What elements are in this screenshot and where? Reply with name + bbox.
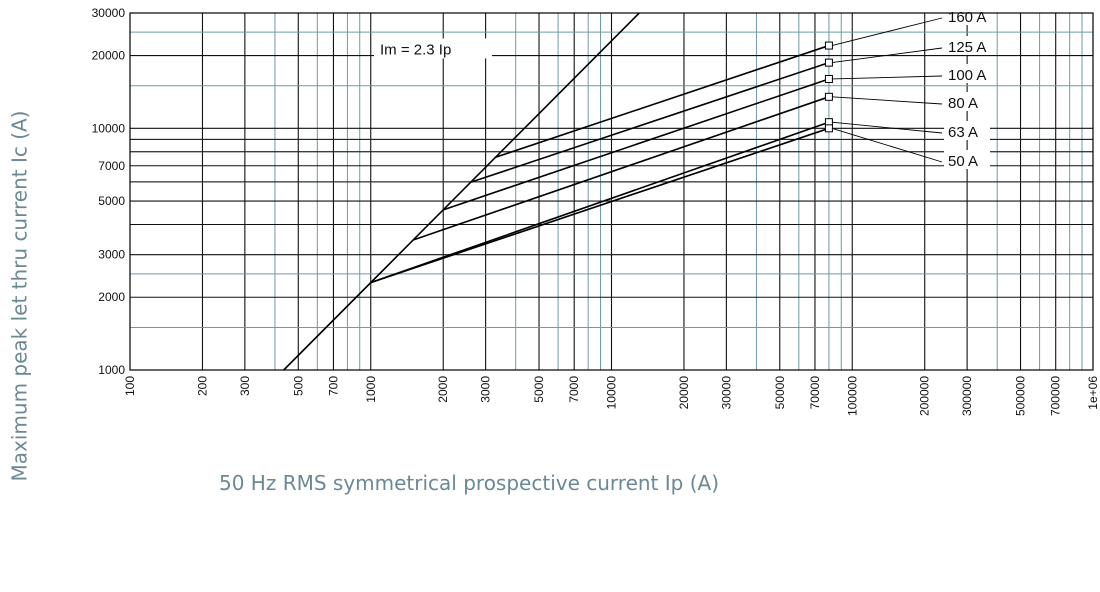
x-tick-label: 200 xyxy=(195,376,209,396)
series-label: 160 A xyxy=(948,9,986,26)
series-label: 50 A xyxy=(948,153,978,170)
leader-line xyxy=(831,127,943,163)
tick-labels: 100 200 300 500 700 1000 2000 3000 5000 7000 10000… xyxy=(92,6,1100,416)
x-tick-label: 500000 xyxy=(1014,376,1028,416)
leader-line xyxy=(831,96,943,105)
series-end-marker xyxy=(824,74,833,83)
series-end-marker xyxy=(824,92,833,101)
series-label: 100 A xyxy=(948,67,986,84)
y-tick-label: 3000 xyxy=(98,248,125,262)
x-tick-label: 3000 xyxy=(479,376,493,403)
plot-frame xyxy=(129,12,1094,371)
series-labels: Im = 2.3 Ip 160 A 125 A 100 A 80 A 63 A 50 A xyxy=(374,6,990,170)
y-axis-title: Maximum peak let thru current Ic (A) xyxy=(4,0,34,592)
x-tick-label: 70000 xyxy=(808,376,822,410)
series-label-bg xyxy=(944,36,990,55)
grid xyxy=(130,13,1093,370)
x-tick-label: 100 xyxy=(123,376,137,396)
leader-line xyxy=(831,17,943,46)
series-line xyxy=(470,61,830,184)
series-label: 63 A xyxy=(948,124,978,141)
reference-line xyxy=(283,12,640,371)
x-tick-label: 700 xyxy=(326,376,340,396)
x-tick-label: 10000 xyxy=(605,376,619,410)
series-label-bg xyxy=(944,92,990,111)
series-label-bg xyxy=(944,6,990,25)
x-axis-title: 50 Hz RMS symmetrical prospective curren… xyxy=(219,471,719,495)
x-tick-label: 2000 xyxy=(436,376,450,403)
series-line xyxy=(442,78,830,211)
x-tick-label: 100000 xyxy=(845,376,859,416)
y-axis-title-text: Maximum peak let thru current Ic (A) xyxy=(7,110,32,482)
y-tick-label: 20000 xyxy=(92,49,126,63)
series-line xyxy=(412,96,830,241)
x-tick-label: 1000 xyxy=(364,376,378,403)
y-tick-label: 10000 xyxy=(92,121,126,135)
reference-line-label: Im = 2.3 Ip xyxy=(380,41,451,58)
x-tick-label: 300 xyxy=(238,376,252,396)
series-label-bg xyxy=(944,64,990,83)
x-tick-label: 5000 xyxy=(532,376,546,403)
x-tick-label: 7000 xyxy=(567,376,581,403)
x-tick-label: 700000 xyxy=(1049,376,1063,416)
x-tick-label: 30000 xyxy=(719,376,733,410)
leader-line xyxy=(831,121,943,134)
series-label-bg xyxy=(944,150,990,169)
x-tick-label: 500 xyxy=(291,376,305,396)
x-tick-label: 1e+06 xyxy=(1086,376,1100,410)
series-end-marker xyxy=(824,41,833,50)
y-tick-label: 7000 xyxy=(98,159,125,173)
series-line xyxy=(370,121,830,284)
x-tick-label: 50000 xyxy=(773,376,787,410)
y-tick-label: 2000 xyxy=(98,290,125,304)
series-lines xyxy=(283,12,833,371)
leader-line xyxy=(831,75,943,80)
series-line xyxy=(495,44,830,159)
series-label-bg xyxy=(944,121,990,140)
y-tick-label: 1000 xyxy=(98,363,125,377)
leader-line xyxy=(831,47,943,64)
series-label: 80 A xyxy=(948,95,978,112)
series-line xyxy=(370,127,830,284)
x-tick-label: 200000 xyxy=(918,376,932,416)
x-tick-label: 20000 xyxy=(677,376,691,410)
series-end-marker xyxy=(824,58,833,67)
y-tick-label: 30000 xyxy=(92,6,126,20)
x-tick-label: 300000 xyxy=(960,376,974,416)
reference-label-bg xyxy=(374,38,492,59)
series-label: 125 A xyxy=(948,39,986,56)
series-end-marker xyxy=(824,124,833,133)
y-tick-label: 5000 xyxy=(98,194,125,208)
